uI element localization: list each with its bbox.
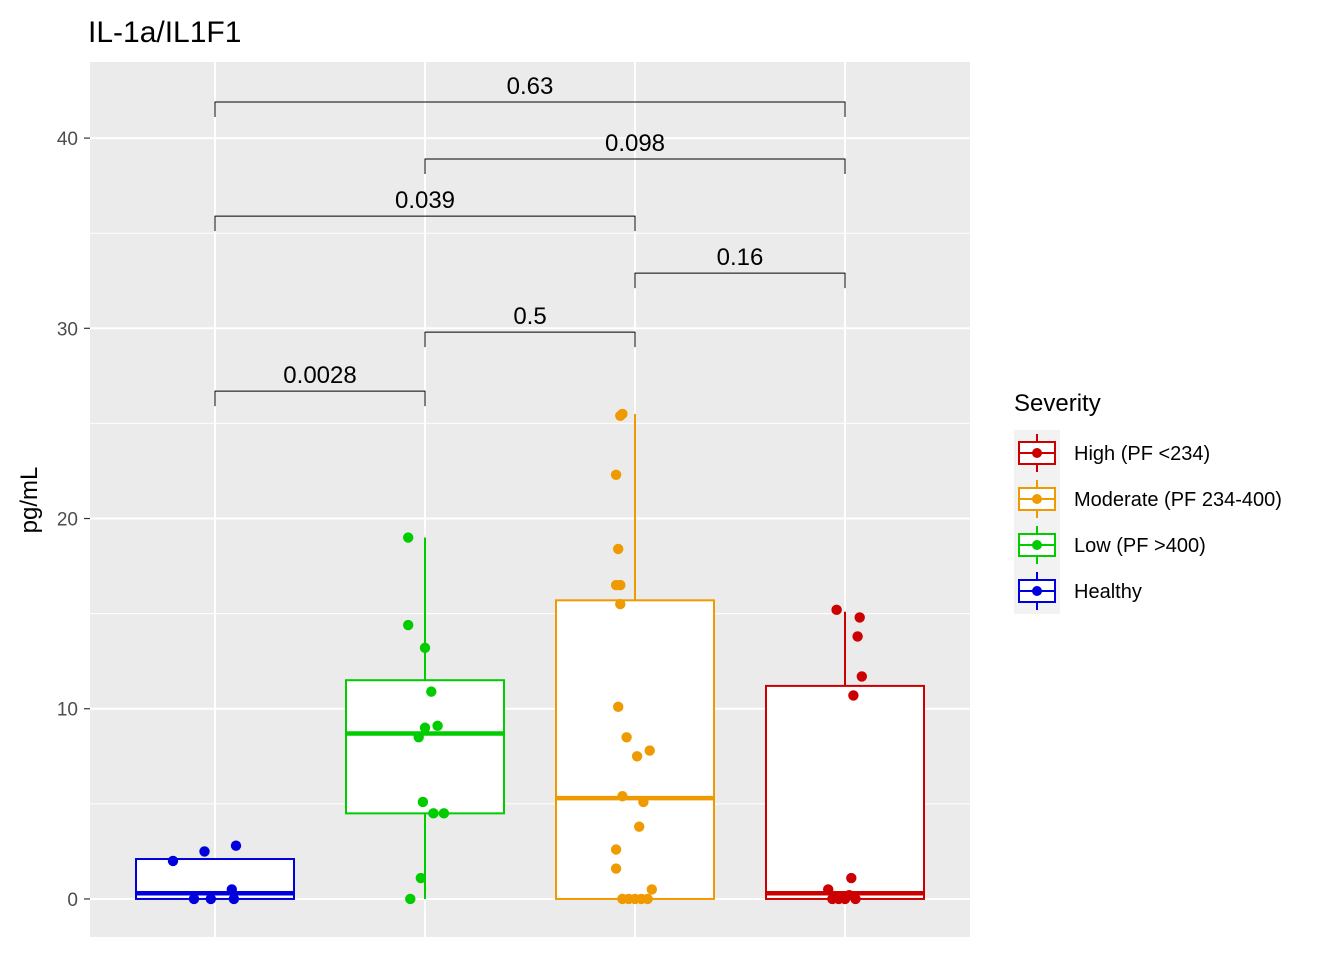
data-point xyxy=(846,872,857,884)
data-point xyxy=(230,840,242,851)
data-point xyxy=(615,598,626,610)
data-point xyxy=(642,893,653,905)
y-tick-label: 40 xyxy=(57,129,78,150)
p-value-label: 0.16 xyxy=(717,244,764,271)
comparison-bracket xyxy=(214,390,426,407)
data-point xyxy=(438,808,450,819)
data-point xyxy=(638,796,649,808)
legend-label: Moderate (PF 234-400) xyxy=(1074,489,1282,511)
data-point xyxy=(419,642,431,654)
data-point xyxy=(428,808,439,819)
data-point xyxy=(634,821,645,832)
data-point xyxy=(403,619,414,631)
data-point xyxy=(188,893,200,905)
comparison-brackets: 0.0028 0.5 0.16 0.039 0.098 0.63 xyxy=(214,73,846,407)
p-value-label: 0.5 xyxy=(513,303,546,330)
y-tick-label: 0 xyxy=(67,890,78,911)
y-tick-label: 20 xyxy=(57,510,78,531)
comparison-bracket xyxy=(424,158,846,175)
box xyxy=(555,599,715,900)
legend-key-point xyxy=(1032,586,1042,596)
p-value-label: 0.63 xyxy=(507,73,554,100)
data-point xyxy=(613,543,624,555)
legend-label: High (PF <234) xyxy=(1074,443,1210,465)
data-point xyxy=(419,722,431,733)
data-point xyxy=(631,751,643,762)
legend-key-point xyxy=(1032,494,1042,504)
data-point xyxy=(617,408,628,420)
data-point xyxy=(167,855,179,867)
data-point xyxy=(850,893,861,905)
data-point xyxy=(610,469,622,480)
legend: Severity High (PF <234) Moderate (PF 234-… xyxy=(1014,390,1282,614)
box xyxy=(345,679,505,815)
data-point xyxy=(854,612,865,623)
legend-key-point xyxy=(1032,540,1042,550)
data-point xyxy=(646,884,657,895)
comparison-bracket xyxy=(214,215,636,232)
p-value-label: 0.098 xyxy=(605,130,665,157)
data-point xyxy=(405,893,416,905)
data-point xyxy=(823,884,834,895)
data-point xyxy=(852,631,863,642)
data-point xyxy=(205,893,216,905)
data-point xyxy=(403,532,414,543)
comparison-bracket xyxy=(424,331,636,348)
data-point xyxy=(615,579,626,591)
data-point xyxy=(610,863,622,874)
points-layer xyxy=(167,408,867,905)
data-point xyxy=(831,604,842,616)
data-point xyxy=(417,796,429,808)
data-point xyxy=(856,671,867,682)
y-tick-label: 10 xyxy=(57,700,78,721)
boxes-layer xyxy=(135,413,925,900)
p-value-label: 0.039 xyxy=(395,187,455,214)
data-point xyxy=(415,872,426,884)
p-value-label: 0.0028 xyxy=(283,362,356,389)
data-point xyxy=(617,791,628,802)
data-point xyxy=(228,893,240,905)
legend-title: Severity xyxy=(1014,390,1101,417)
data-point xyxy=(613,701,624,713)
comparison-bracket xyxy=(634,272,846,289)
chart-title: IL-1a/IL1F1 xyxy=(88,16,241,49)
data-point xyxy=(413,732,424,743)
data-point xyxy=(621,732,632,743)
box xyxy=(765,684,925,900)
y-tick-label: 30 xyxy=(57,319,78,340)
legend-label: Low (PF >400) xyxy=(1074,535,1206,557)
legend-key-point xyxy=(1032,448,1042,458)
data-point xyxy=(432,720,443,732)
data-point xyxy=(644,745,655,756)
data-point xyxy=(199,846,210,857)
legend-label: Healthy xyxy=(1074,581,1142,603)
data-point xyxy=(610,844,622,855)
y-axis-label: pg/mL xyxy=(16,467,43,534)
data-point xyxy=(226,884,237,895)
data-point xyxy=(848,690,859,701)
data-point xyxy=(426,686,437,697)
y-axis: 0 10 20 30 40 xyxy=(57,129,90,911)
comparison-bracket xyxy=(214,101,846,117)
